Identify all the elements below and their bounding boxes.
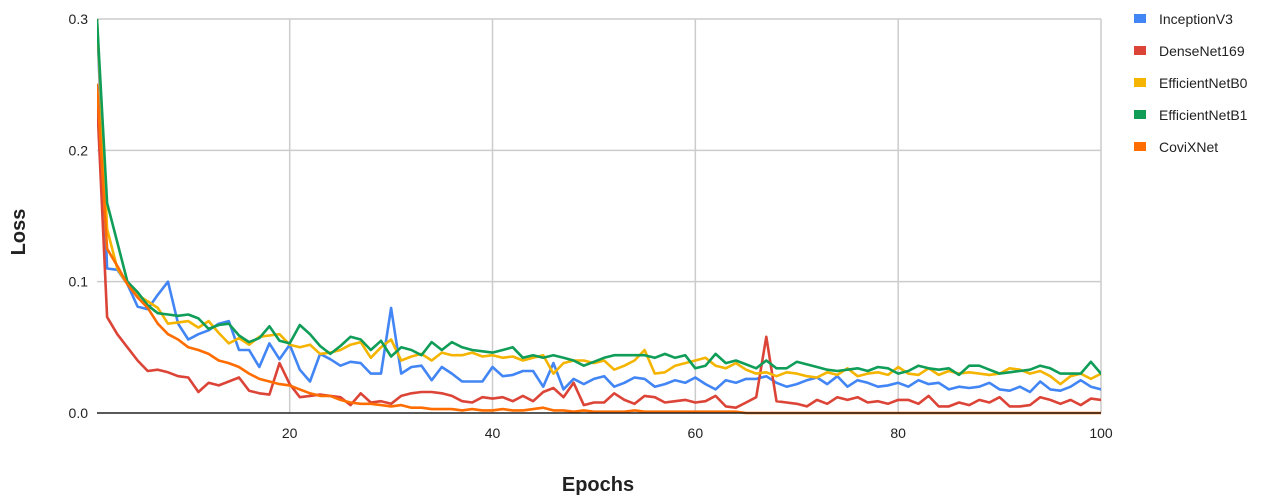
x-tick-label: 60: [688, 425, 704, 441]
y-tick-label: 0.2: [69, 142, 89, 158]
x-axis-title: Epochs: [562, 474, 634, 496]
legend: InceptionV3 DenseNet169 EfficientNetB0 Effi…: [1134, 11, 1248, 155]
y-tick-label: 0.0: [69, 405, 89, 421]
x-tick-label: 100: [1089, 425, 1113, 441]
legend-swatch-covixnet: [1134, 142, 1146, 151]
x-tick-label: 20: [282, 425, 298, 441]
legend-swatch-efficientnetb0: [1134, 78, 1146, 87]
series-line-covixnet: [97, 83, 1101, 415]
series-line-efficientnetb0: [97, 19, 1101, 386]
grid: [97, 18, 1102, 413]
x-tick-label: 40: [485, 425, 501, 441]
series-line-efficientnetb1: [97, 19, 1101, 377]
legend-label-efficientnetb1: EfficientNetB1: [1159, 107, 1248, 123]
legend-label-covixnet: CoviXNet: [1159, 139, 1218, 155]
legend-label-densenet169: DenseNet169: [1159, 43, 1245, 59]
x-tick-label: 80: [890, 425, 906, 441]
legend-swatch-inceptionv3: [1134, 14, 1146, 23]
series-line-inceptionv3: [97, 19, 1101, 394]
legend-label-efficientnetb0: EfficientNetB0: [1159, 75, 1248, 91]
axes: 0.0 0.1 0.2 0.3 20 40 60 80 100: [69, 11, 1113, 441]
legend-swatch-densenet169: [1134, 46, 1146, 55]
series-line-densenet169: [97, 96, 1101, 410]
y-tick-label: 0.3: [69, 11, 89, 27]
legend-swatch-efficientnetb1: [1134, 110, 1146, 119]
series-lines: [97, 19, 1101, 415]
y-axis-title: Loss: [8, 209, 30, 256]
legend-label-inceptionv3: InceptionV3: [1159, 11, 1233, 27]
y-tick-label: 0.1: [69, 274, 89, 290]
